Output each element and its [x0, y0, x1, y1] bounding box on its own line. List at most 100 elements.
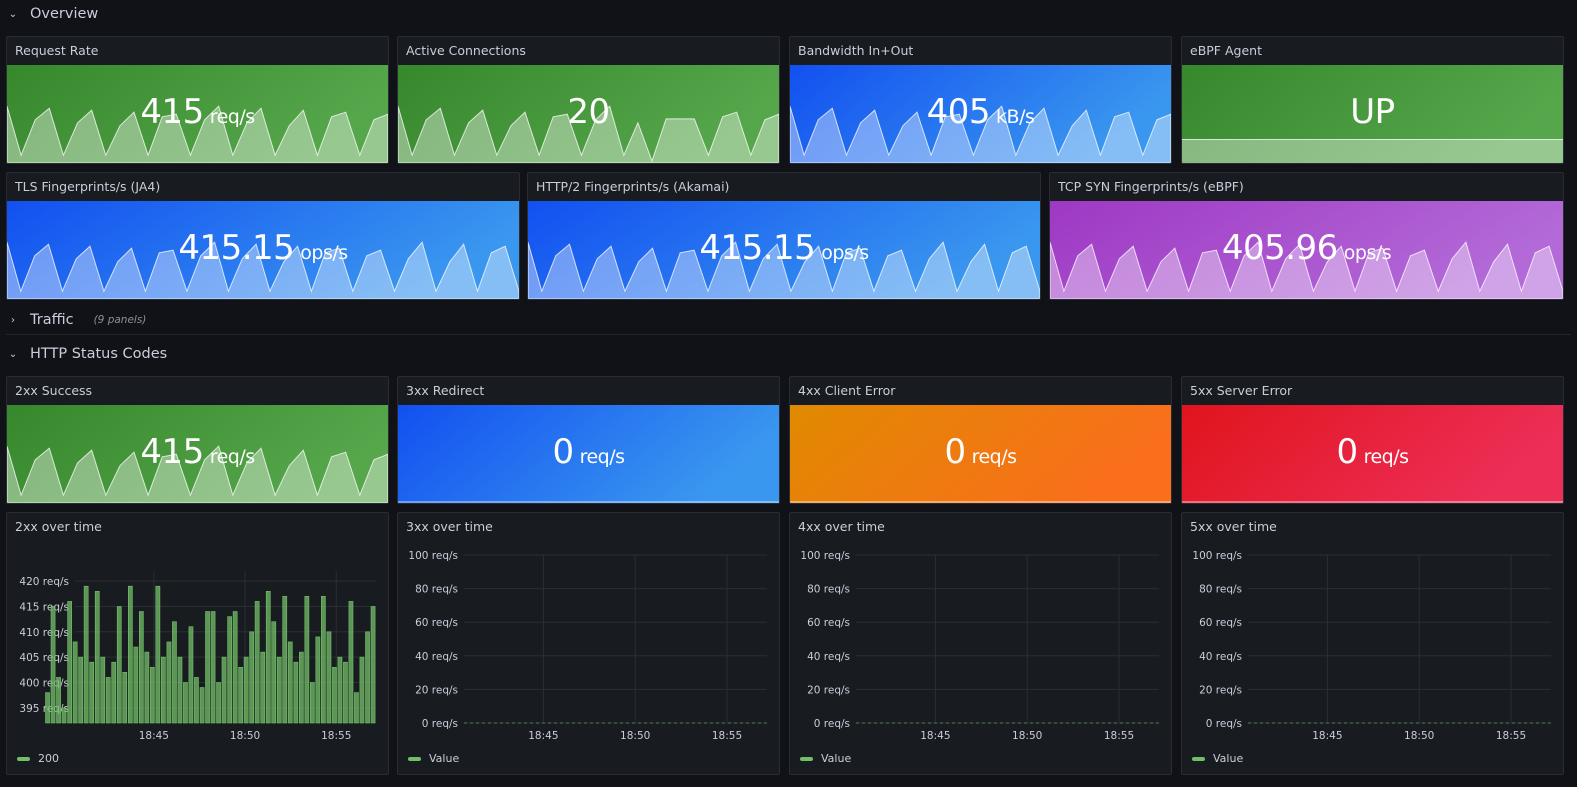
stat-value-wrap: 0 req/s	[398, 405, 779, 503]
bar	[128, 585, 133, 724]
row-divider	[6, 334, 1571, 335]
stat-value: 0	[552, 432, 574, 472]
timeseries-chart[interactable]: 0 req/s 20 req/s 40 req/s 60 req/s 80 req/s 1…	[1182, 541, 1563, 774]
stat-unit: ops/s	[821, 242, 869, 264]
stat-unit: req/s	[1363, 446, 1409, 468]
panel-title: 2xx Success	[15, 383, 93, 398]
bar	[232, 611, 238, 724]
panel-title: HTTP/2 Fingerprints/s (Akamai)	[536, 179, 730, 194]
panel-tcp-syn-fingerprints[interactable]: TCP SYN Fingerprints/s (eBPF) 405.96 ops/s	[1049, 172, 1564, 300]
bar	[116, 606, 122, 724]
stat-background: UP	[1182, 65, 1563, 163]
row-overview[interactable]: ⌄ Overview	[6, 0, 1571, 28]
stat-value-wrap: 415.15 ops/s	[528, 201, 1040, 299]
bar	[343, 661, 348, 724]
stat-value-wrap: UP	[1182, 65, 1563, 163]
stat-value: 415.15	[178, 228, 295, 268]
panel-ebpf-agent[interactable]: eBPF Agent UP	[1181, 36, 1564, 164]
timeseries-chart[interactable]: 395 req/s 400 req/s 405 req/s 410 req/s 415 …	[7, 541, 388, 774]
legend-item[interactable]: Value	[1192, 752, 1243, 765]
timeseries-chart[interactable]: 0 req/s 20 req/s 40 req/s 60 req/s 80 req/s 1…	[790, 541, 1171, 774]
panel-request-rate[interactable]: Request Rate 415 req/s	[6, 36, 389, 164]
bar	[271, 621, 277, 724]
stat-sparkline	[398, 405, 779, 503]
stat-unit: kB/s	[996, 106, 1035, 128]
stat-background: 415.15 ops/s	[7, 201, 519, 299]
bar	[216, 682, 221, 724]
bar	[243, 656, 249, 724]
x-tick-label: 18:50	[230, 730, 260, 742]
y-tick-label: 20 req/s	[807, 684, 850, 696]
bar	[50, 606, 56, 724]
bar	[188, 626, 194, 724]
row-http-status-codes[interactable]: ⌄ HTTP Status Codes	[6, 340, 1571, 368]
panel-2xx-success[interactable]: 2xx Success 415 req/s	[6, 376, 389, 504]
bar	[133, 646, 139, 724]
bar	[56, 677, 61, 724]
bar	[210, 611, 216, 724]
x-axis: 18:45 18:50 18:55	[1312, 555, 1526, 742]
panel-title: Request Rate	[15, 43, 99, 58]
panel-2xx-over-time[interactable]: 2xx over time 395 req/s 400 req/s 405 req/s…	[6, 512, 389, 775]
y-tick-label: 0 req/s	[1206, 718, 1242, 730]
bar	[83, 585, 89, 724]
bar	[89, 661, 94, 724]
legend-swatch	[1192, 756, 1205, 761]
bar	[260, 651, 266, 724]
panel-title: TLS Fingerprints/s (JA4)	[15, 179, 161, 194]
y-tick-label: 40 req/s	[807, 651, 850, 663]
bar	[320, 595, 326, 724]
bar	[105, 677, 111, 724]
bar	[78, 656, 83, 724]
stat-sparkline	[790, 65, 1171, 163]
bar	[309, 682, 315, 724]
legend-label: Value	[429, 752, 460, 765]
panel-tls-fingerprints[interactable]: TLS Fingerprints/s (JA4) 415.15 ops/s	[6, 172, 520, 300]
bar	[72, 641, 78, 724]
legend-label: Value	[821, 752, 852, 765]
stat-background: 0 req/s	[790, 405, 1171, 503]
panel-active-connections[interactable]: Active Connections 20	[397, 36, 780, 164]
bar	[298, 651, 304, 724]
stat-unit: req/s	[209, 446, 255, 468]
panel-3xx-redirect[interactable]: 3xx Redirect 0 req/s	[397, 376, 780, 504]
panel-5xx-over-time[interactable]: 5xx over time 0 req/s 20 req/s 40 req/s 60 r…	[1181, 512, 1564, 775]
x-tick-label: 18:55	[712, 730, 742, 742]
legend-item[interactable]: Value	[408, 752, 459, 765]
bar	[348, 601, 354, 724]
y-tick-label: 415 req/s	[19, 601, 69, 613]
y-tick-label: 20 req/s	[1199, 684, 1242, 696]
panel-5xx-server-error[interactable]: 5xx Server Error 0 req/s	[1181, 376, 1564, 504]
stat-value: 415	[140, 92, 204, 132]
panel-title: Bandwidth In+Out	[798, 43, 914, 58]
panel-title: eBPF Agent	[1190, 43, 1262, 58]
y-tick-label: 100 req/s	[800, 550, 850, 562]
bar	[287, 641, 293, 724]
y-tick-label: 410 req/s	[19, 627, 69, 639]
panel-bandwidth[interactable]: Bandwidth In+Out 405 kB/s	[789, 36, 1172, 164]
bar-series	[45, 585, 376, 724]
row-traffic[interactable]: › Traffic (9 panels)	[6, 306, 1571, 334]
stat-background: 415 req/s	[7, 405, 388, 503]
stat-background: 405 kB/s	[790, 65, 1171, 163]
x-axis: 18:45 18:50 18:55	[920, 555, 1134, 742]
timeseries-chart[interactable]: 0 req/s 20 req/s 40 req/s 60 req/s 80 req/s 1…	[398, 541, 779, 774]
bar	[354, 692, 359, 724]
bar	[100, 656, 106, 724]
bar	[304, 595, 310, 724]
panel-3xx-over-time[interactable]: 3xx over time 0 req/s 20 req/s 40 req/s 60 r…	[397, 512, 780, 775]
bar	[194, 677, 199, 724]
legend-item[interactable]: Value	[800, 752, 851, 765]
y-tick-label: 80 req/s	[415, 584, 458, 596]
legend-label: 200	[38, 752, 59, 765]
panel-4xx-client-error[interactable]: 4xx Client Error 0 req/s	[789, 376, 1172, 504]
bar	[227, 616, 233, 724]
bar	[150, 667, 155, 724]
y-axis: 0 req/s 20 req/s 40 req/s 60 req/s 80 req/s 1…	[408, 550, 767, 730]
bar	[144, 651, 150, 724]
legend-item[interactable]: 200	[17, 752, 59, 765]
panel-http2-fingerprints[interactable]: HTTP/2 Fingerprints/s (Akamai) 415.15 ops/…	[527, 172, 1041, 300]
chevron-down-icon: ⌄	[8, 8, 18, 20]
panel-4xx-over-time[interactable]: 4xx over time 0 req/s 20 req/s 40 req/s 60 r…	[789, 512, 1172, 775]
stat-background: 20	[398, 65, 779, 163]
